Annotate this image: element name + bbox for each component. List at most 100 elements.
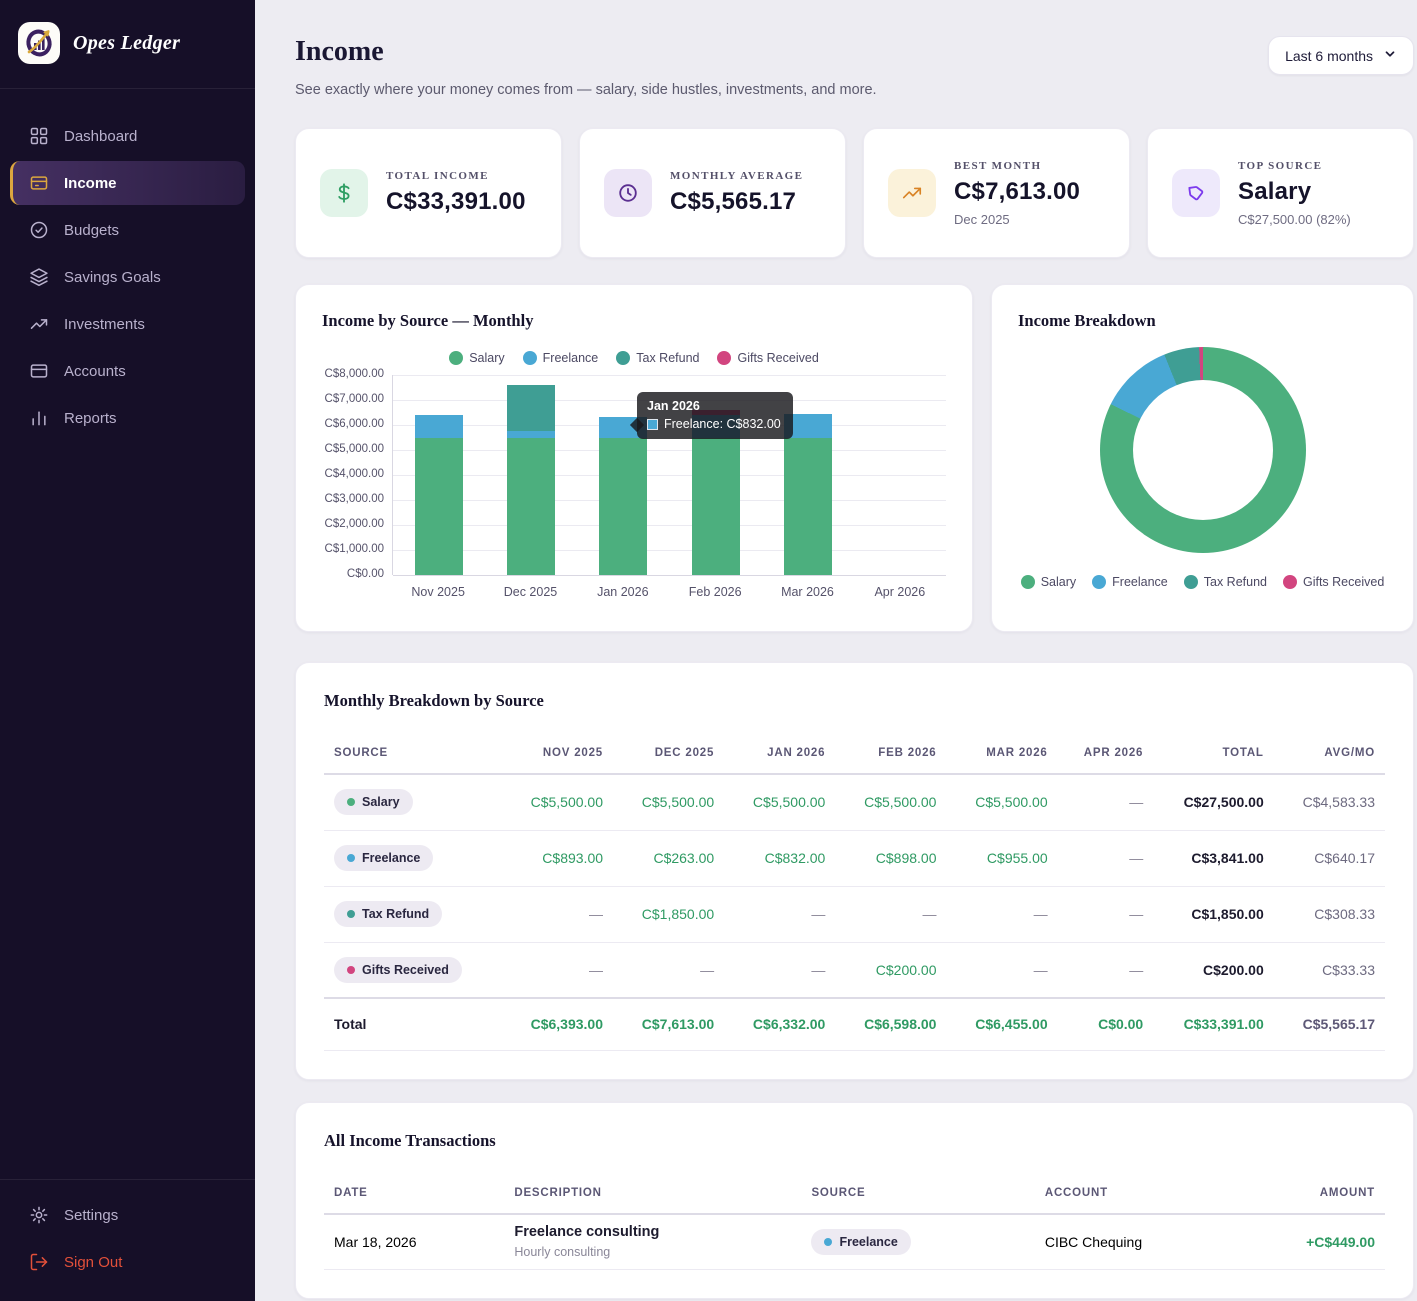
legend-item-salary[interactable]: Salary (449, 351, 505, 365)
bar-chart-icon (29, 408, 49, 428)
source-pill-gifts-received: Gifts Received (334, 956, 462, 983)
legend-item-freelance[interactable]: Freelance (1092, 575, 1168, 589)
stat-body: TOTAL INCOME C$33,391.00 (386, 170, 526, 216)
legend-label: Freelance (1112, 575, 1168, 589)
page-title: Income (295, 36, 384, 67)
legend-label: Tax Refund (636, 351, 700, 365)
month-value-cell: — (724, 942, 836, 999)
bar-slot-mar-2026 (762, 375, 854, 575)
transaction-title: Freelance consulting (514, 1224, 660, 1241)
column-header-avg-mo: AVG/MO (1273, 733, 1385, 775)
sidebar-nav: Dashboard Income Budgets Savings Goals Inves… (0, 111, 255, 1179)
transaction-note: Hourly consulting (514, 1245, 611, 1260)
y-axis-tick: C$3,000.00 (324, 493, 384, 505)
month-value-cell: — (1057, 886, 1154, 943)
month-value-cell: C$5,500.00 (946, 774, 1058, 831)
credit-card-icon (29, 361, 49, 381)
bar-chart-plot: Jan 2026 Freelance: C$832.00 (392, 375, 946, 576)
sidebar: Opes Ledger Dashboard Income Budgets Saving… (0, 0, 255, 1301)
y-axis-tick: C$0.00 (346, 568, 384, 580)
sidebar-item-reports[interactable]: Reports (10, 396, 245, 440)
stacked-bar-nov-2025[interactable] (415, 415, 464, 575)
bar-segment-tax-refund (507, 384, 556, 431)
donut-chart (1018, 347, 1387, 553)
legend-item-gifts-received[interactable]: Gifts Received (717, 351, 819, 365)
source-dot (347, 910, 355, 918)
monthly-breakdown-card: Monthly Breakdown by Source SOURCE NOV 20… (295, 662, 1414, 1080)
legend-item-tax-refund[interactable]: Tax Refund (616, 351, 699, 365)
column-header-description: DESCRIPTION (504, 1172, 802, 1215)
gear-icon (29, 1205, 49, 1225)
month-value-cell: — (946, 886, 1058, 943)
sidebar-item-label: Reports (64, 409, 117, 427)
stat-label: TOP SOURCE (1238, 159, 1323, 172)
month-value-cell: — (613, 942, 725, 999)
source-dot (347, 798, 355, 807)
legend-item-gifts-received[interactable]: Gifts Received (1282, 575, 1384, 589)
month-value-cell: C$5,500.00 (501, 774, 614, 831)
legend-dot (449, 351, 464, 365)
stat-value: Salary (1238, 177, 1312, 205)
page-header: Income See exactly where your money come… (295, 36, 1414, 98)
avg-cell: C$640.17 (1273, 830, 1385, 887)
gridline (393, 500, 946, 501)
total-month-cell: C$6,332.00 (724, 997, 836, 1051)
month-value-cell: — (1057, 830, 1154, 887)
source-dot (347, 965, 355, 974)
legend-item-salary[interactable]: Salary (1020, 575, 1077, 589)
table-row: Gifts Received — — — C$200.00— — C$200.00 C$33.… (324, 942, 1385, 999)
month-value-cell: C$5,500.00 (835, 774, 947, 831)
brand-name: Opes Ledger (73, 31, 181, 54)
column-header-mar-2026: MAR 2026 (946, 733, 1058, 775)
transactions-title: All Income Transactions (324, 1130, 496, 1150)
sidebar-item-accounts[interactable]: Accounts (10, 349, 245, 393)
transactions-card: All Income Transactions DATE DESCRIPTION S… (295, 1101, 1414, 1299)
chart-tooltip-line: Freelance: C$832.00 (647, 417, 781, 431)
sidebar-item-budgets[interactable]: Budgets (10, 208, 245, 252)
transaction-description: Freelance consulting Hourly consulting (504, 1213, 802, 1270)
sidebar-item-label: Investments (64, 315, 145, 333)
sidebar-item-income[interactable]: Income (10, 161, 245, 205)
month-value-cell: C$955.00 (946, 830, 1058, 887)
stacked-bar-dec-2025[interactable] (507, 384, 556, 575)
stacked-bar-jan-2026[interactable] (599, 416, 648, 575)
gridline (393, 525, 946, 526)
sidebar-item-dashboard[interactable]: Dashboard (10, 114, 245, 158)
tag-icon (1172, 169, 1220, 217)
column-header-source: SOURCE (324, 733, 502, 775)
legend-label: Salary (1040, 575, 1077, 589)
chart-tooltip-title: Jan 2026 (647, 399, 700, 413)
y-axis-tick: C$6,000.00 (324, 418, 384, 430)
donut-chart-title: Income Breakdown (1018, 311, 1156, 330)
sidebar-item-sign-out[interactable]: Sign Out (10, 1240, 245, 1284)
stat-label: TOTAL INCOME (386, 170, 489, 182)
avg-cell: C$4,583.33 (1273, 774, 1385, 831)
main-content: Income See exactly where your money come… (255, 0, 1417, 1301)
y-axis-tick: C$4,000.00 (324, 468, 384, 480)
bar-chart-y-axis: C$8,000.00 C$7,000.00 C$6,000.00 C$5,000.00… (322, 368, 392, 580)
column-header-nov-2025: NOV 2025 (501, 733, 614, 775)
total-row-label: Total (324, 997, 502, 1051)
avg-cell: C$308.33 (1273, 886, 1385, 943)
column-header-amount: AMOUNT (1236, 1172, 1385, 1215)
legend-dot (1020, 575, 1035, 589)
transactions-table: DATE DESCRIPTION SOURCE ACCOUNT AMOUNT Mar 1… (324, 1172, 1385, 1270)
sidebar-item-settings[interactable]: Settings (10, 1193, 245, 1237)
sidebar-item-investments[interactable]: Investments (10, 302, 245, 346)
sidebar-item-savings-goals[interactable]: Savings Goals (10, 255, 245, 299)
sidebar-item-label: Income (64, 174, 117, 192)
stacked-bar-mar-2026[interactable] (783, 413, 832, 575)
breakdown-header-row: SOURCE NOV 2025 DEC 2025 JAN 2026 FEB 2026 MA… (324, 733, 1385, 775)
donut-ring[interactable] (1099, 347, 1306, 553)
legend-dot (616, 351, 631, 365)
month-value-cell: — (1057, 942, 1154, 999)
legend-item-freelance[interactable]: Freelance (522, 351, 598, 365)
legend-item-tax-refund[interactable]: Tax Refund (1183, 575, 1267, 589)
page-header-text: Income See exactly where your money come… (295, 36, 877, 98)
date-range-select[interactable]: Last 6 months (1268, 36, 1414, 75)
month-value-cell: C$893.00 (501, 830, 614, 887)
stat-value: C$7,613.00 (954, 177, 1081, 205)
stat-value: C$33,391.00 (386, 188, 526, 215)
stat-label: MONTHLY AVERAGE (670, 170, 804, 182)
stat-cards: TOTAL INCOME C$33,391.00 MONTHLY AVERAGE C$… (295, 128, 1414, 258)
